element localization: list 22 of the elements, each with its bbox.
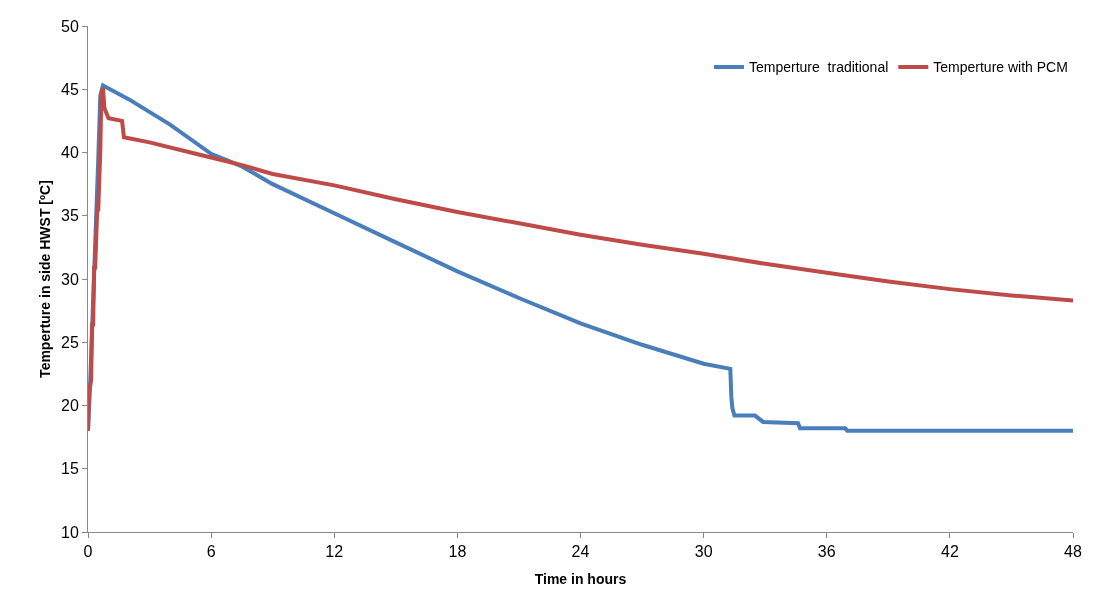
y-tick-label: 35 — [61, 207, 79, 225]
y-tick-label: 10 — [61, 523, 79, 541]
y-tick-label: 45 — [61, 80, 79, 98]
x-tick-label: 0 — [83, 543, 93, 561]
x-tick-label: 12 — [325, 543, 344, 561]
y-tick-label: 20 — [61, 397, 79, 415]
x-tick-label: 42 — [940, 543, 959, 561]
y-axis-title: Temperture in side HWST [ºC] — [37, 180, 53, 378]
x-tick-label: 30 — [694, 543, 713, 561]
x-tick-label: 18 — [448, 543, 467, 561]
x-tick-label: 6 — [206, 543, 216, 561]
y-tick-label: 30 — [61, 270, 79, 288]
y-tick-label: 25 — [61, 333, 79, 351]
x-tick-label: 48 — [1064, 543, 1082, 561]
x-axis-title: Time in hours — [534, 571, 627, 587]
y-tick-label: 15 — [61, 460, 79, 478]
y-tick-label: 40 — [61, 144, 79, 162]
x-tick-label: 36 — [817, 543, 836, 561]
legend-label: Temperture with PCM — [933, 59, 1068, 76]
y-tick-label: 50 — [61, 17, 79, 35]
x-tick-label: 24 — [571, 543, 590, 561]
legend-label: Temperture traditional — [749, 59, 889, 76]
